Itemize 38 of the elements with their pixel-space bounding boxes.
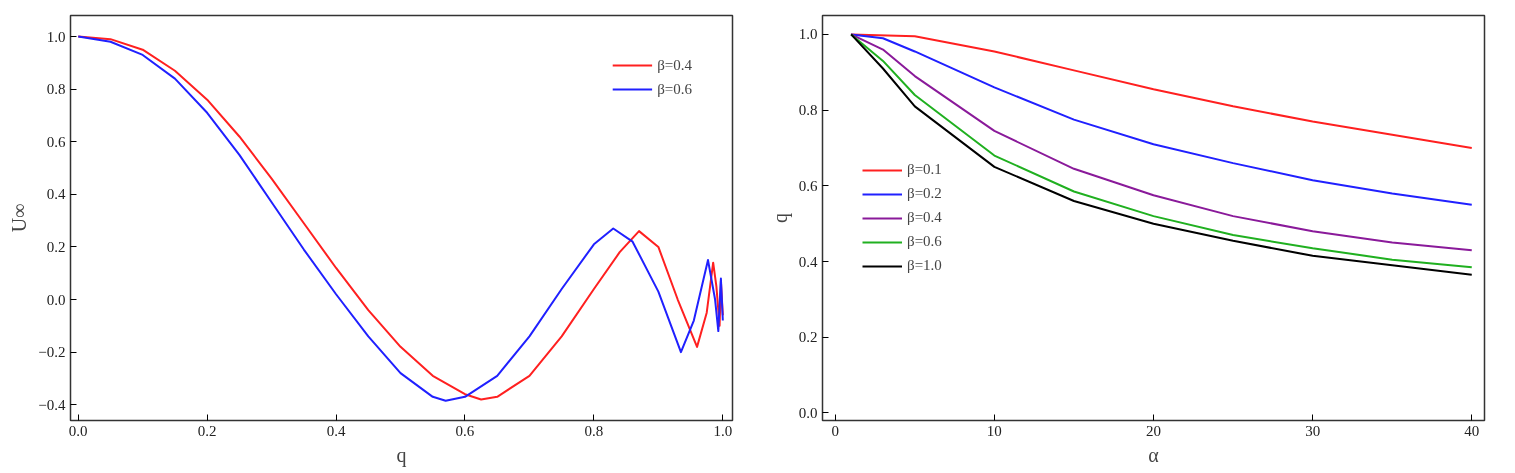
legend-label: β=0.4 [907, 209, 942, 226]
x-tick-label: 0.2 [197, 422, 217, 439]
y-axis-title: U∞ [8, 203, 31, 233]
x-axis-title: α [1148, 443, 1160, 466]
y-tick-label: 1.0 [46, 28, 66, 45]
x-tick-label: 0.8 [584, 422, 604, 439]
x-tick-label: 0.4 [326, 422, 346, 439]
y-tick-label: 0.2 [46, 238, 66, 255]
legend-label: β=0.6 [907, 233, 942, 250]
y-tick-label: 0.4 [798, 253, 818, 270]
y-axis-title: q [768, 213, 792, 223]
line-series [850, 33, 1473, 149]
legend-label: β=0.2 [907, 185, 942, 202]
y-tick-label: 0.6 [46, 133, 66, 150]
y-tick-label: 0.8 [46, 81, 66, 98]
y-tick-label: 0.4 [46, 186, 66, 203]
x-tick-label: 20 [1146, 422, 1161, 439]
x-tick-label: 10 [986, 422, 1002, 439]
y-tick-label: 0.0 [798, 404, 818, 421]
x-tick-label: 40 [1464, 422, 1480, 439]
legend-label: β=0.4 [657, 56, 692, 74]
y-tick-label: −0.2 [38, 344, 66, 361]
x-tick-label: 1.0 [713, 422, 733, 439]
x-tick-label: 0 [831, 422, 839, 439]
x-tick-label: 0.0 [68, 422, 88, 439]
line-series [850, 33, 1473, 206]
y-tick-label: 0.6 [798, 177, 818, 194]
y-tick-label: −0.4 [38, 396, 66, 413]
legend-label: β=1.0 [907, 257, 942, 274]
legend-label: β=0.1 [907, 161, 942, 178]
y-tick-label: 0.2 [798, 329, 818, 346]
y-tick-label: 1.0 [798, 26, 818, 43]
y-tick-label: 0.0 [46, 291, 66, 308]
x-tick-label: 0.6 [455, 422, 475, 439]
legend-label: β=0.6 [657, 80, 692, 98]
x-tick-label: 30 [1305, 422, 1321, 439]
x-axis-title: q [396, 443, 407, 467]
y-tick-label: 0.8 [798, 102, 818, 119]
